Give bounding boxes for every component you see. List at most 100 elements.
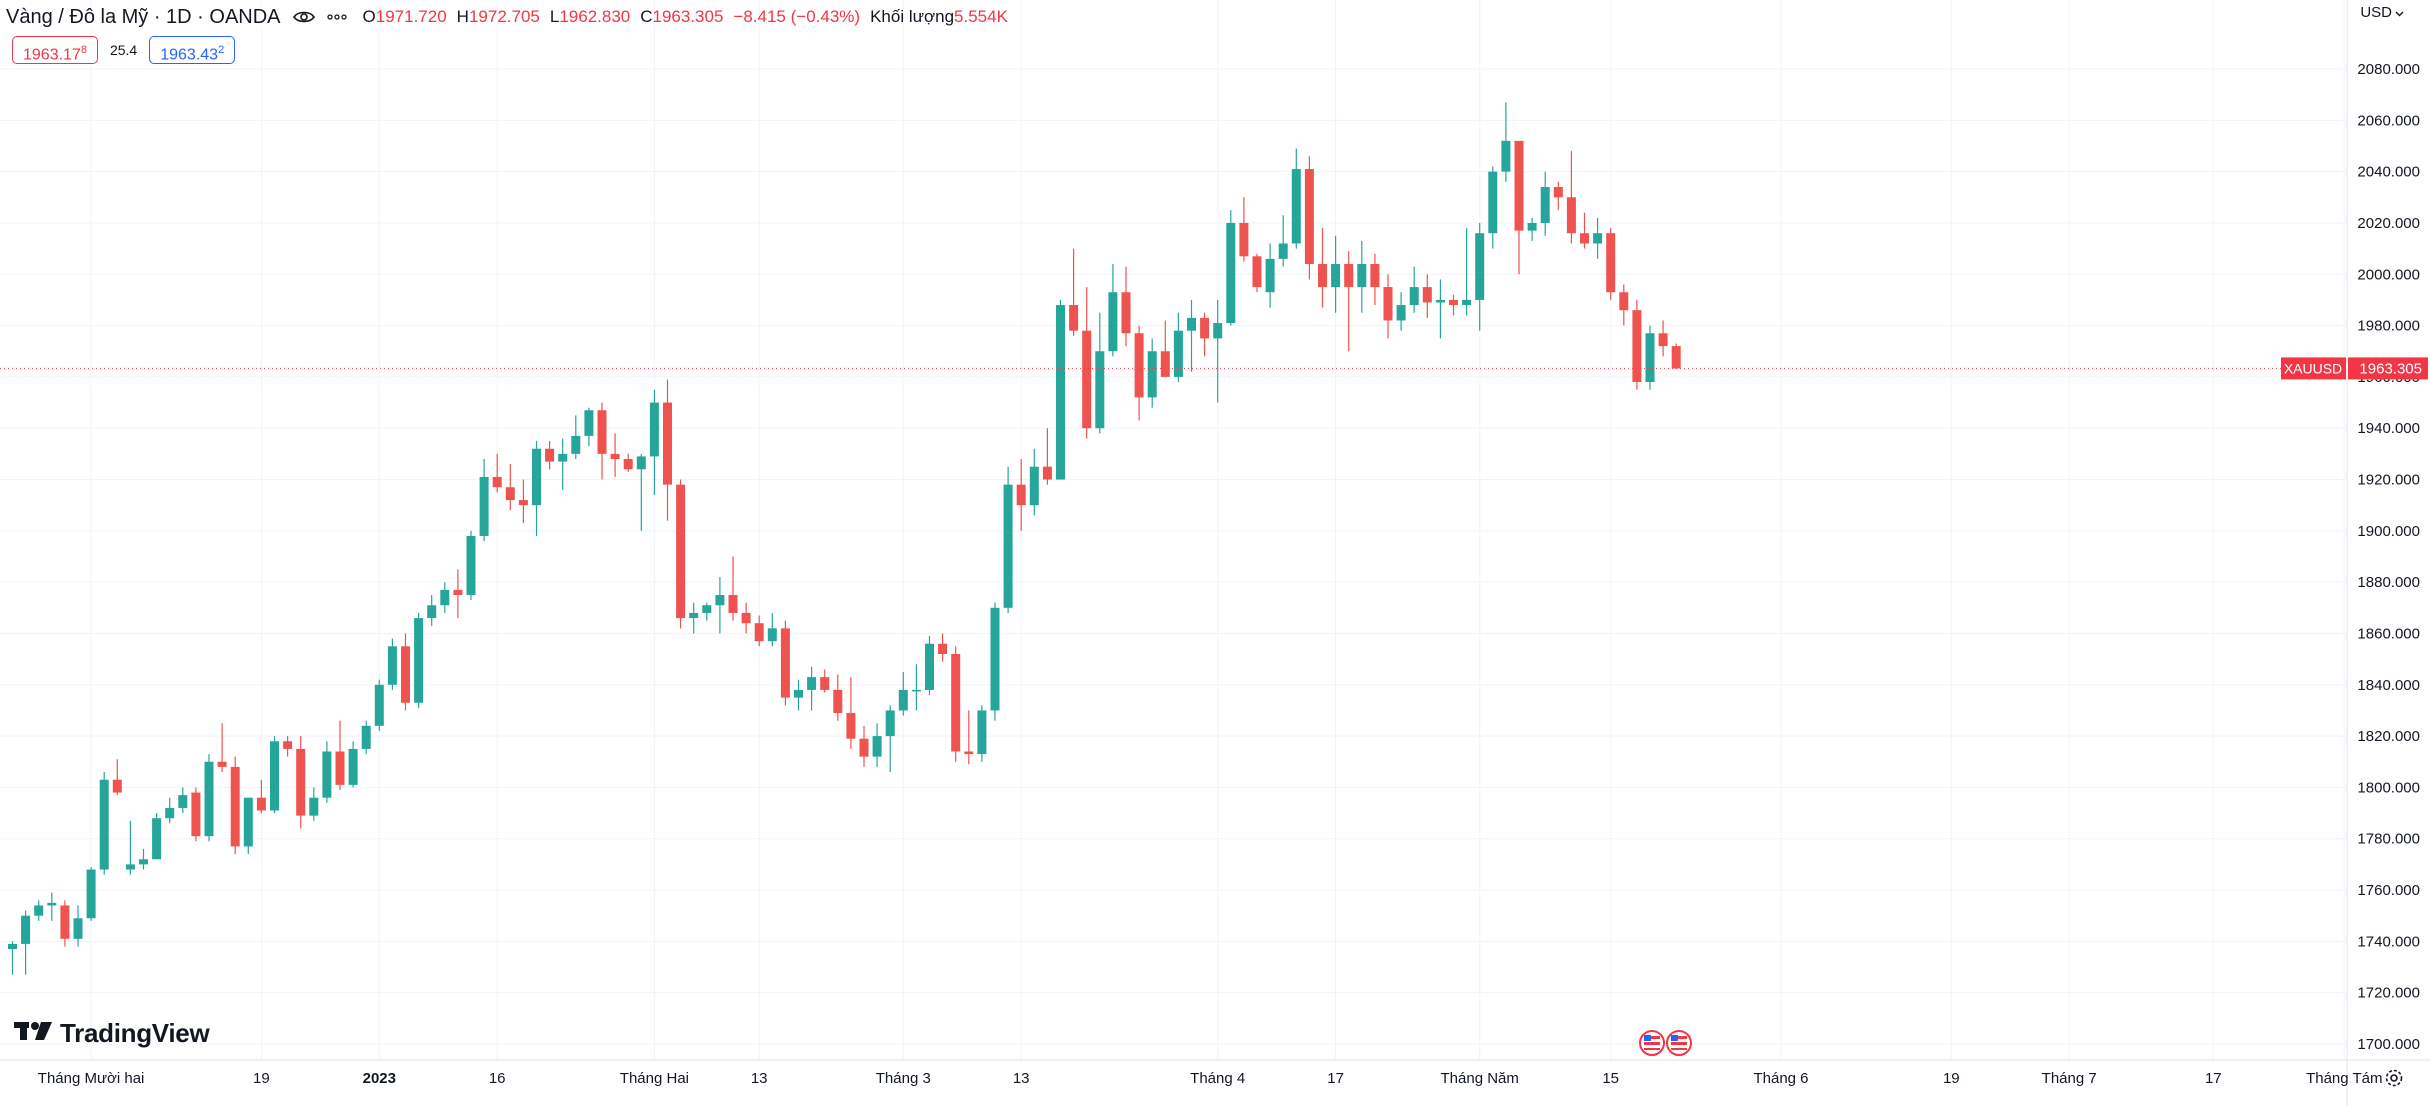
time-axis[interactable]: Tháng Mười hai 19 2023 16 Tháng Hai 13 Tháng 3… (38, 1070, 2383, 1087)
candle-body (1671, 346, 1681, 369)
candle-body (1187, 317, 1196, 331)
more-icon[interactable] (326, 14, 347, 20)
candle (1422, 274, 1432, 318)
candle-body (649, 402, 659, 457)
candle (348, 741, 358, 788)
candle-body (1462, 299, 1472, 306)
candle (1082, 287, 1092, 439)
symbol-title[interactable]: Vàng / Đô la Mỹ · 1D · OANDA (6, 5, 281, 28)
close-label: C (640, 7, 653, 26)
candle-body (191, 792, 201, 837)
candle-body (466, 535, 476, 595)
time-tick-label: 19 (1943, 1070, 1960, 1087)
candle-body (741, 612, 751, 624)
candle-body (990, 607, 1000, 711)
candle-body (623, 459, 633, 470)
candle-body (139, 859, 148, 865)
candle-body (898, 689, 908, 711)
candle-body (859, 738, 869, 757)
candle-body (125, 864, 135, 870)
price-tick-label: 1920.000 (2357, 472, 2420, 489)
price-tick-label: 1940.000 (2357, 420, 2420, 437)
symbol-info[interactable]: Vàng / Đô la Mỹ · 1D · OANDA (6, 5, 353, 29)
time-tick-label: Tháng Tám (2306, 1070, 2382, 1087)
candle-body (558, 453, 568, 462)
candle-body (112, 779, 122, 793)
candle-body (1134, 333, 1144, 398)
sell-button[interactable]: 1963.178 (12, 36, 98, 64)
candle-body (610, 453, 620, 459)
candle (34, 900, 44, 921)
candle (794, 679, 803, 711)
time-tick-label: 17 (1327, 1070, 1344, 1087)
settings-button[interactable] (2382, 1066, 2406, 1090)
candle (230, 756, 240, 855)
candle (1383, 274, 1393, 339)
time-tick-label: Tháng Hai (620, 1070, 689, 1087)
tradingview-logo[interactable]: TradingView (14, 1018, 210, 1049)
candle (335, 720, 345, 790)
eye-icon[interactable] (292, 10, 315, 24)
candle (1226, 210, 1236, 326)
candle-body (34, 905, 44, 916)
candle-body (1527, 222, 1537, 231)
candle (1553, 181, 1563, 211)
currency-selector[interactable]: USD (2360, 4, 2404, 21)
candle-body (728, 594, 738, 613)
candle-body (1318, 264, 1327, 288)
candle-body (1449, 299, 1458, 306)
candle (689, 602, 699, 634)
candle (99, 772, 109, 875)
candle (1304, 156, 1314, 280)
candle-body (1658, 333, 1668, 347)
candle-body (1383, 287, 1393, 321)
candle-body (152, 818, 162, 860)
candle (938, 633, 948, 662)
price-tick-label: 2020.000 (2357, 215, 2420, 232)
last-price-line: XAUUSD 1963.305 (0, 357, 2428, 1056)
candle-body (230, 766, 240, 847)
candle-body (1475, 233, 1485, 300)
candle-body (1370, 264, 1380, 288)
last-price-tag-label: 1963.305 (2359, 360, 2422, 377)
candle (1200, 312, 1210, 357)
candle-body (1278, 243, 1288, 259)
candle (872, 723, 882, 767)
candle-body (1029, 466, 1039, 506)
candle (1160, 320, 1170, 377)
us-flag-event-icon[interactable] (1639, 1030, 1665, 1056)
candle-body (545, 448, 555, 462)
candle-body (505, 487, 515, 501)
symbol-tag-bg (2281, 357, 2346, 380)
sell-price-pip: 8 (80, 44, 87, 56)
candle (623, 453, 633, 472)
candle-body (780, 628, 790, 698)
candle-body (689, 612, 699, 619)
candle-body (178, 795, 188, 808)
time-tick-label: 19 (253, 1070, 270, 1087)
candle (1056, 299, 1065, 480)
candle (911, 664, 921, 711)
candle (1501, 102, 1511, 182)
candle-body (584, 410, 594, 436)
candle (1265, 243, 1275, 308)
candle-body (1069, 305, 1079, 331)
candle (1488, 166, 1498, 249)
price-axis[interactable]: 1700.000 1720.000 1740.000 1760.000 1780.000… (2357, 61, 2420, 1053)
time-tick-label: Tháng 4 (1190, 1070, 1245, 1087)
candle-body (1593, 233, 1603, 244)
candle (1619, 284, 1629, 326)
candle (139, 849, 148, 870)
us-flag-event-icon[interactable] (1666, 1030, 1692, 1056)
candle (309, 787, 319, 821)
candle-body (270, 741, 279, 811)
candle (1435, 279, 1445, 339)
buy-button[interactable]: 1963.432 (149, 36, 236, 64)
price-tick-label: 1980.000 (2357, 318, 2420, 335)
ohlc-open: O1971.720 (363, 7, 447, 27)
candle-body (1016, 484, 1026, 506)
candle-body (427, 605, 437, 619)
price-tick-label: 1900.000 (2357, 523, 2420, 540)
price-tick-label: 2040.000 (2357, 164, 2420, 181)
